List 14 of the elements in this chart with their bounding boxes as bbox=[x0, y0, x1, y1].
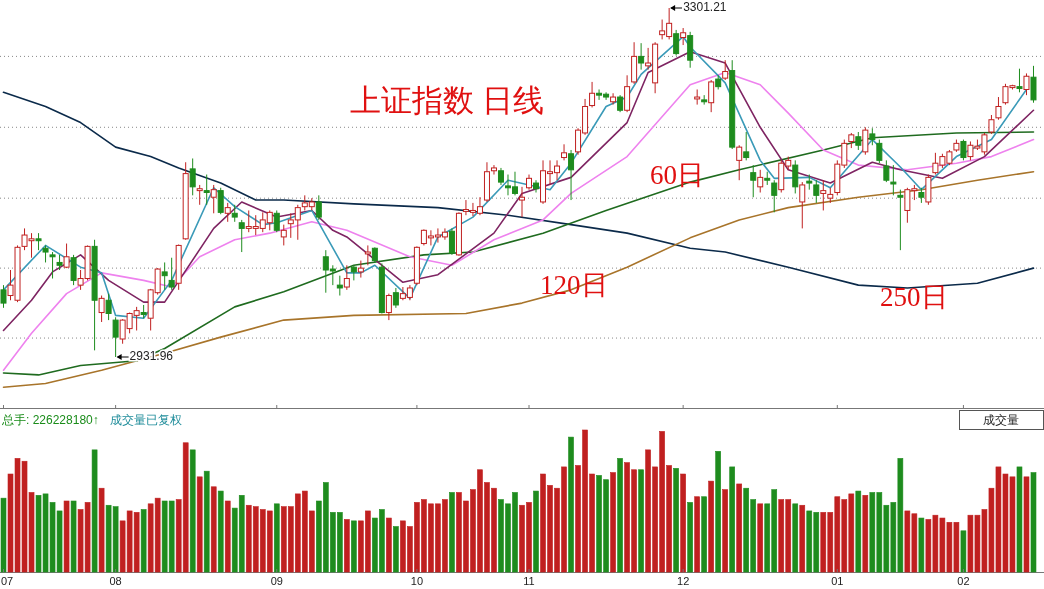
text: 上证指数 日线 bbox=[350, 83, 544, 118]
x-tick-label: 07 bbox=[1, 575, 14, 587]
x-tick-label: 09 bbox=[270, 575, 283, 587]
x-tick-label: 12 bbox=[677, 575, 690, 587]
x-tick-label: 02 bbox=[957, 575, 970, 587]
x-tick-label: 01 bbox=[831, 575, 844, 587]
x-tick-label: 08 bbox=[109, 575, 122, 587]
text: 成交量已复权 bbox=[109, 413, 182, 427]
annotation: 250日 bbox=[880, 282, 948, 313]
control-dropdown: 成交量 bbox=[959, 410, 1044, 430]
annotation: 3301.21 bbox=[683, 0, 727, 15]
text: 总手: 226228180↑ bbox=[1, 413, 99, 427]
x-tick-label: 11 bbox=[523, 575, 535, 587]
x-tick-label: 10 bbox=[410, 575, 424, 587]
